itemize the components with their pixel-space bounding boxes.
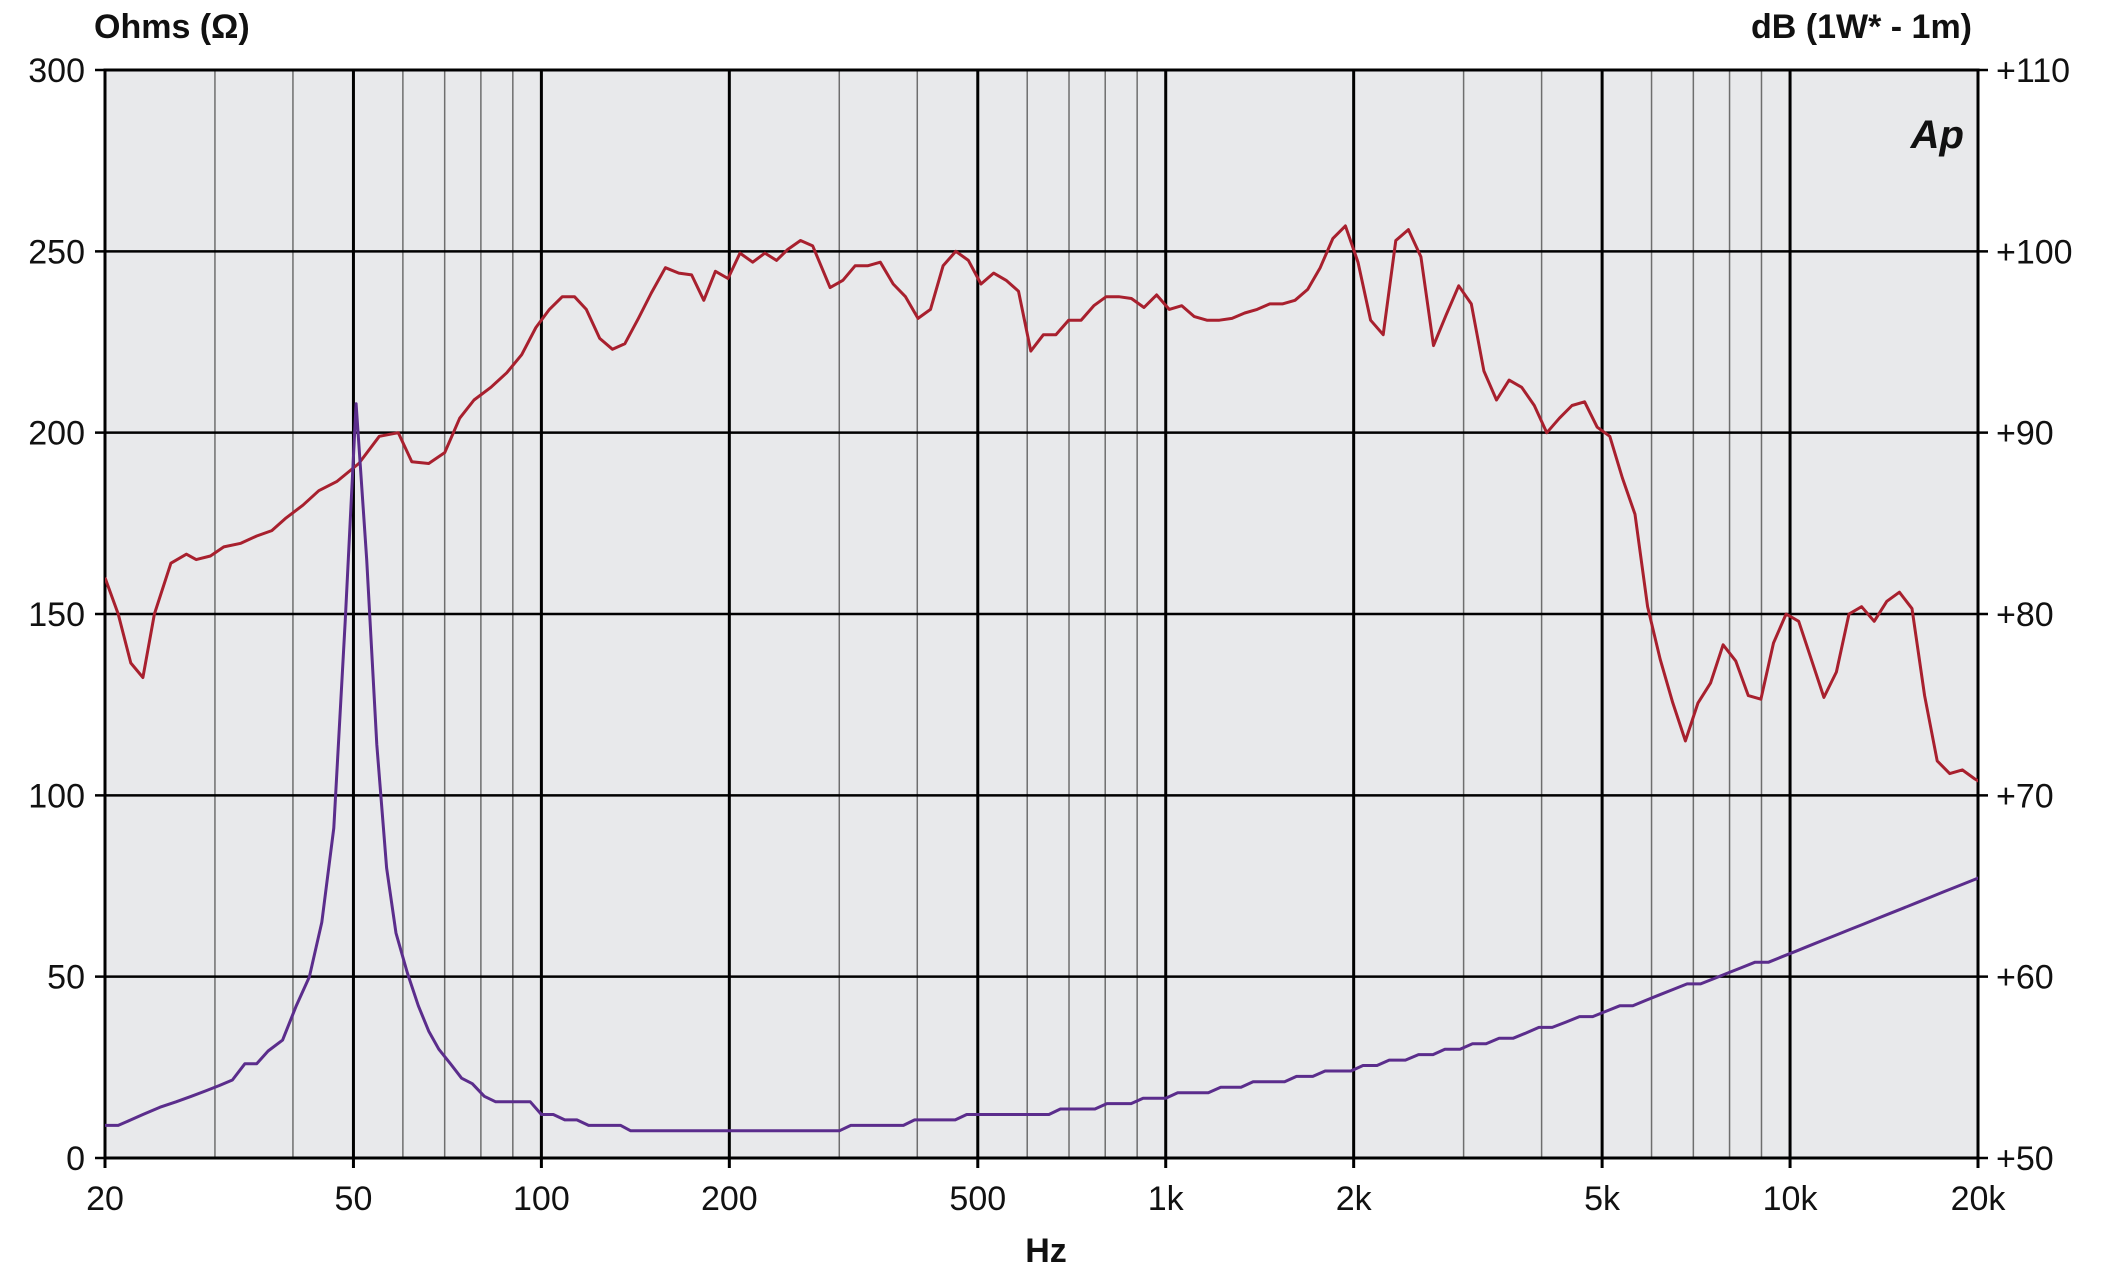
- x-tick-label: 5k: [1584, 1180, 1621, 1218]
- left-y-tick-label: 150: [28, 596, 85, 634]
- ap-logo: Ap: [1910, 113, 1964, 157]
- left-y-tick-label: 100: [28, 777, 85, 815]
- right-y-tick-label: +70: [1996, 777, 2054, 815]
- x-tick-label: 100: [513, 1180, 570, 1218]
- right-axis-title: dB (1W* - 1m): [1751, 8, 1972, 46]
- x-tick-label: 2k: [1336, 1180, 1373, 1218]
- x-tick-label: 1k: [1148, 1180, 1185, 1218]
- x-tick-label: 20k: [1951, 1180, 2007, 1218]
- left-y-tick-label: 250: [28, 233, 85, 271]
- right-y-tick-label: +50: [1996, 1140, 2054, 1178]
- left-y-tick-label: 300: [28, 52, 85, 90]
- x-tick-label: 20: [86, 1180, 124, 1218]
- left-y-tick-label: 50: [47, 959, 85, 997]
- x-axis-title: Hz: [1025, 1232, 1067, 1270]
- series-layer: [105, 224, 1978, 1133]
- right-y-tick-label: +80: [1996, 596, 2054, 634]
- x-tick-label: 10k: [1763, 1180, 1819, 1218]
- left-y-tick-label: 0: [66, 1140, 85, 1178]
- left-y-tick-label: 200: [28, 415, 85, 453]
- x-tick-label: 50: [335, 1180, 373, 1218]
- right-y-tick-label: +90: [1996, 415, 2054, 453]
- impedance-curve: [105, 402, 1978, 1133]
- tick-labels: 20 50 100 200 500 1k 2k 5k 10k 20k 0 50 100 150 200 250…: [28, 52, 2072, 1218]
- right-y-tick-label: +60: [1996, 959, 2054, 997]
- spl-curve: [105, 224, 1978, 783]
- left-axis-title: Ohms (Ω): [94, 8, 250, 46]
- plot-frame: [103, 68, 1980, 1160]
- x-tick-label: 200: [701, 1180, 758, 1218]
- right-y-tick-label: +100: [1996, 233, 2073, 271]
- right-y-tick-label: +110: [1996, 52, 2070, 90]
- x-tick-label: 500: [949, 1180, 1006, 1218]
